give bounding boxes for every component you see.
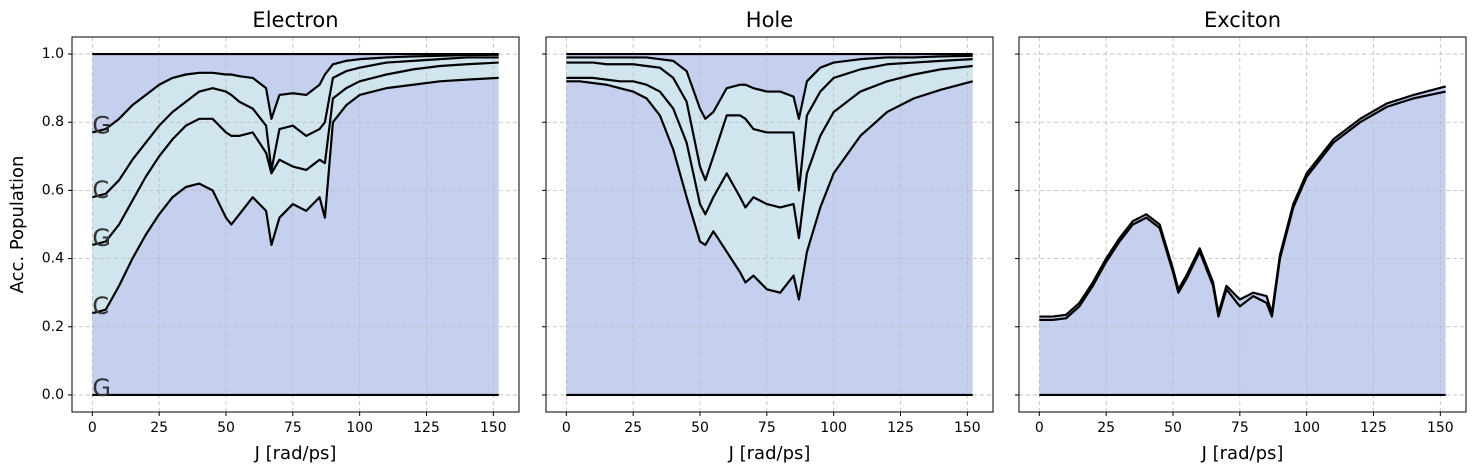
band-fill: [566, 54, 973, 119]
y-axis-label: Acc. Population: [7, 156, 28, 294]
y-tick-label: 0.6: [42, 182, 64, 198]
line: [566, 80, 973, 301]
axes-frame: [1018, 36, 1467, 413]
x-tick-label: 150: [954, 420, 981, 436]
y-tick-label: 1.0: [42, 46, 64, 62]
x-tick-label: 50: [1164, 420, 1182, 436]
x-tick-label: 25: [1097, 420, 1115, 436]
x-tick-label: 100: [346, 420, 373, 436]
x-tick-label: 50: [691, 420, 709, 436]
x-tick-label: 125: [887, 420, 914, 436]
band-fill: [92, 57, 499, 245]
line: [566, 64, 973, 240]
y-tick-label: 0.0: [42, 387, 64, 403]
x-tick-label: 75: [1231, 420, 1249, 436]
line: [1039, 85, 1446, 318]
x-axis-label: J [rad/ps]: [254, 443, 337, 464]
annotation: C: [92, 292, 109, 320]
panel-title: Electron: [252, 8, 338, 32]
axes-frame: [545, 36, 994, 413]
band-fill: [92, 77, 499, 395]
line: [566, 58, 973, 192]
x-tick-label: 100: [1293, 420, 1320, 436]
panel-title: Exciton: [1204, 8, 1281, 32]
annotation: G: [92, 374, 111, 402]
y-tick-label: 0.4: [42, 251, 64, 267]
x-tick-label: 25: [150, 420, 168, 436]
line: [92, 61, 499, 247]
x-tick-label: 100: [820, 420, 847, 436]
band-fill: [92, 54, 499, 198]
line: [566, 54, 973, 120]
axes-frame: [71, 36, 520, 413]
x-tick-label: 0: [88, 420, 97, 436]
x-tick-label: 75: [758, 420, 776, 436]
annotation: C: [92, 176, 109, 204]
x-tick-label: 150: [480, 420, 507, 436]
band-fill: [566, 55, 973, 191]
band-fill: [92, 62, 499, 314]
line: [92, 53, 499, 134]
line: [92, 56, 499, 199]
y-tick-label: 0.2: [42, 319, 64, 335]
x-tick-label: 0: [562, 420, 571, 436]
band-fill: [566, 59, 973, 239]
line: [92, 76, 499, 315]
x-tick-label: 50: [217, 420, 235, 436]
x-tick-label: 0: [1035, 420, 1044, 436]
x-axis-label: J [rad/ps]: [728, 443, 811, 464]
band-fill: [566, 65, 973, 300]
band-fill: [1039, 91, 1446, 395]
x-tick-label: 125: [1360, 420, 1387, 436]
panel-title: Hole: [746, 8, 793, 32]
x-tick-label: 150: [1427, 420, 1454, 436]
band-fill: [566, 81, 973, 395]
y-tick-label: 0.8: [42, 114, 64, 130]
x-tick-label: 75: [284, 420, 302, 436]
x-tick-label: 125: [413, 420, 440, 436]
annotation: G: [92, 224, 111, 252]
x-tick-label: 25: [624, 420, 642, 436]
annotation: G: [92, 111, 111, 139]
x-axis-label: J [rad/ps]: [1201, 443, 1284, 464]
